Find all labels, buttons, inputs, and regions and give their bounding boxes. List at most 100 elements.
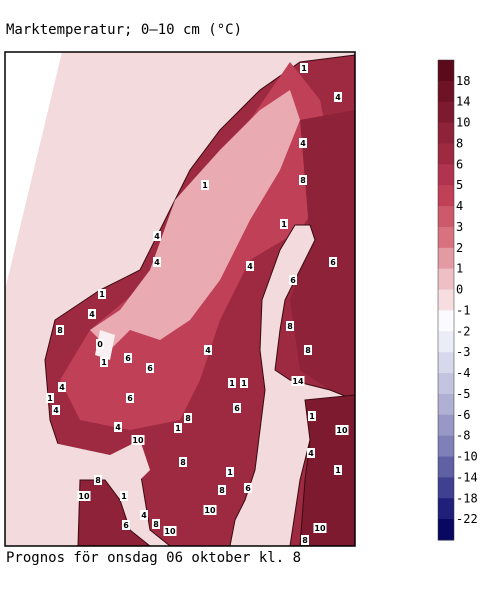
map-label-box [56,325,64,335]
legend-swatch [438,185,454,207]
map-label: 4 [308,449,314,458]
map-label: 4 [53,406,59,415]
legend-label: 5 [456,178,463,192]
map-label: 8 [300,176,306,185]
map-label-box [98,289,106,299]
legend-swatch [438,456,454,478]
map-label-box [140,510,148,520]
map-label-box [179,457,187,467]
map-label: 1 [121,492,127,501]
map-label-box [246,261,254,271]
map-label-box [174,423,182,433]
legend-swatch [438,80,454,103]
map-label: 4 [154,232,160,241]
legend-swatch [438,226,454,249]
map-label: 4 [141,511,147,520]
legend-swatch [438,247,454,270]
legend-label: 10 [456,116,470,130]
map-label-box [46,393,54,403]
map-label: 4 [247,262,253,271]
legend-label: -1 [456,303,470,317]
legend-swatch [438,143,454,165]
legend-swatch [438,373,454,395]
map-label: 1 [101,358,107,367]
map-label: 8 [305,346,311,355]
map-title: Marktemperatur; 0–10 cm (°C) [6,22,242,38]
map-label-box [307,448,315,458]
legend-label: 0 [456,283,463,297]
map-label-box [289,275,297,285]
skagerrak [5,420,150,546]
map-label: 1 [227,468,233,477]
map-label: 8 [57,326,63,335]
legend-label: -22 [456,512,478,526]
map-label: 1 [175,424,181,433]
map-label: 6 [234,404,240,413]
map-label: 1 [202,181,208,190]
map-label: 6 [123,521,129,530]
legend-label: 3 [456,220,463,234]
map-label: 10 [336,426,348,435]
map-label-box [308,411,316,421]
legend-label: -5 [456,387,470,401]
map-label-box [153,257,161,267]
map-label-box [335,425,349,435]
mountains [90,90,300,350]
legend-label: -4 [456,366,470,380]
map-label-box [131,435,145,445]
map-label: 14 [292,377,304,386]
map-label: 4 [59,383,65,392]
legend-label: -10 [456,450,478,464]
map-label-box [152,519,160,529]
map-label: 1 [281,220,287,229]
legend-label: 1 [456,262,463,276]
legend-label: 6 [456,157,463,171]
map-label: 8 [219,486,225,495]
map-label: 6 [330,258,336,267]
map-label-box [52,405,60,415]
map-frame [4,51,356,547]
map-label: 1 [241,379,247,388]
map-label: 6 [147,364,153,373]
legend-label: -18 [456,491,478,505]
legend-swatch [438,435,454,458]
map-label: 4 [300,139,306,148]
legend-swatch [438,393,454,416]
legend-label: 2 [456,241,463,255]
map-label-box [201,180,209,190]
map-label-box [300,63,308,73]
legend-label: 4 [456,199,463,213]
map-footer: Prognos för onsdag 06 oktober kl. 8 [6,550,301,566]
map-label-box [163,526,177,536]
map-label: 10 [314,524,326,533]
map-label: 1 [99,290,105,299]
map-label-box [240,378,248,388]
legend-label: 18 [456,74,470,88]
map-label-box [280,219,288,229]
no-data-area [5,52,62,290]
map-label-box [304,345,312,355]
legend-swatch [438,289,454,311]
map-label: 8 [180,458,186,467]
legend-swatch [438,268,454,291]
map-label-box [100,357,108,367]
map-label-box [218,485,226,495]
map-label-box [334,92,342,102]
legend-frame [437,59,455,541]
map-label: 6 [125,354,131,363]
legend-swatch [438,164,454,186]
map-label-box [226,467,234,477]
legend-swatch [438,352,454,374]
map-label: 10 [132,436,144,445]
map-label-box [122,520,130,530]
map-label: 4 [89,310,95,319]
legend-label: -8 [456,429,470,443]
map-label: 1 [335,466,341,475]
map-label-box [299,175,307,185]
map-label: 8 [153,520,159,529]
map-label-box [313,523,327,533]
map-label-box [58,382,66,392]
map-label: 8 [287,322,293,331]
